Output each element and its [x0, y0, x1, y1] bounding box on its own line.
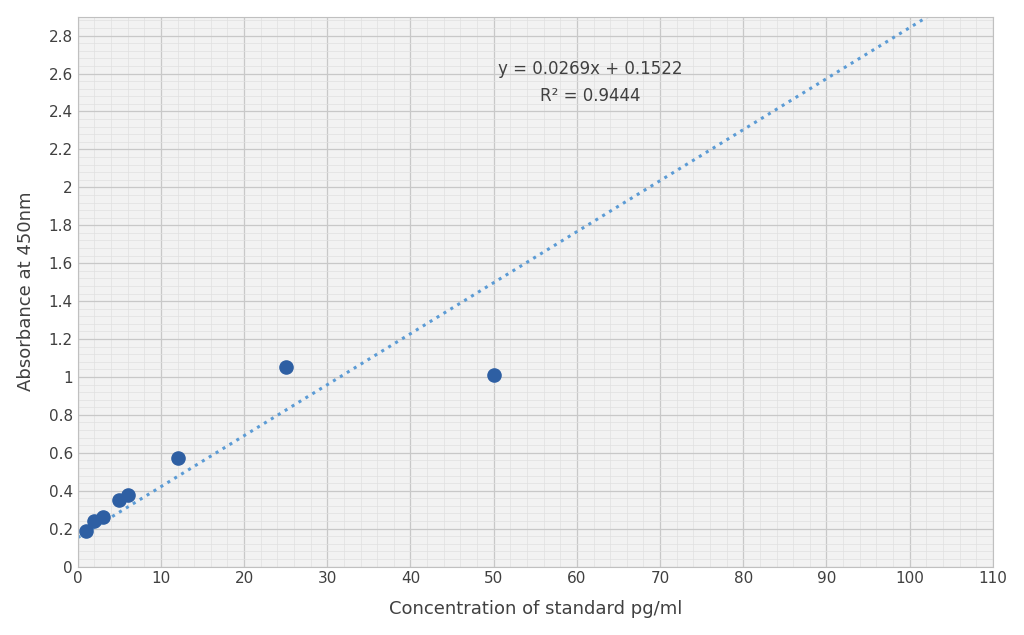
Point [94, 512, 111, 523]
Point [278, 363, 294, 373]
Point [485, 370, 502, 380]
Point [169, 453, 185, 464]
Text: y = 0.0269x + 0.1522
R² = 0.9444: y = 0.0269x + 0.1522 R² = 0.9444 [498, 60, 682, 105]
Y-axis label: Absorbance at 450nm: Absorbance at 450nm [16, 192, 35, 391]
Point [120, 490, 136, 500]
X-axis label: Concentration of standard pg/ml: Concentration of standard pg/ml [388, 600, 682, 618]
Point [111, 495, 127, 505]
Point [78, 526, 94, 536]
Point [86, 516, 102, 526]
